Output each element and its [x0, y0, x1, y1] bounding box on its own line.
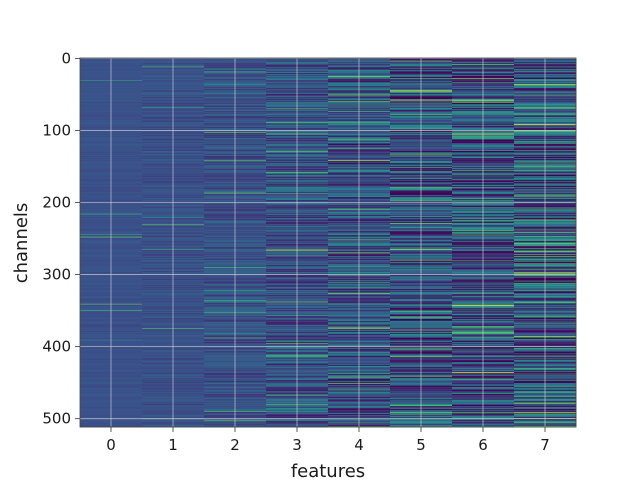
y-tick-label: 400 [42, 338, 71, 356]
y-axis: 0 100 200 300 400 500 [42, 49, 80, 428]
x-tick-label: 0 [106, 436, 116, 454]
grid-lines [80, 57, 576, 427]
x-tick-label: 5 [416, 436, 426, 454]
y-tick-label: 0 [61, 49, 71, 67]
y-axis-label: channels [11, 203, 32, 284]
x-tick-label: 4 [354, 436, 364, 454]
x-tick-label: 2 [230, 436, 240, 454]
x-tick-label: 3 [292, 436, 302, 454]
y-tick-label: 200 [42, 194, 71, 212]
y-tick-label: 300 [42, 266, 71, 284]
heatmap-plot-area [79, 57, 577, 428]
y-tick-label: 500 [42, 410, 71, 428]
x-tick-label: 6 [478, 436, 488, 454]
x-tick-label: 1 [168, 436, 178, 454]
x-tick-label: 7 [540, 436, 550, 454]
y-tick-label: 100 [42, 121, 71, 139]
x-axis: 0 1 2 3 4 5 6 7 [106, 427, 550, 454]
plot-frame [79, 57, 577, 428]
x-axis-label: features [291, 461, 365, 480]
heatmap-cells [80, 58, 577, 428]
